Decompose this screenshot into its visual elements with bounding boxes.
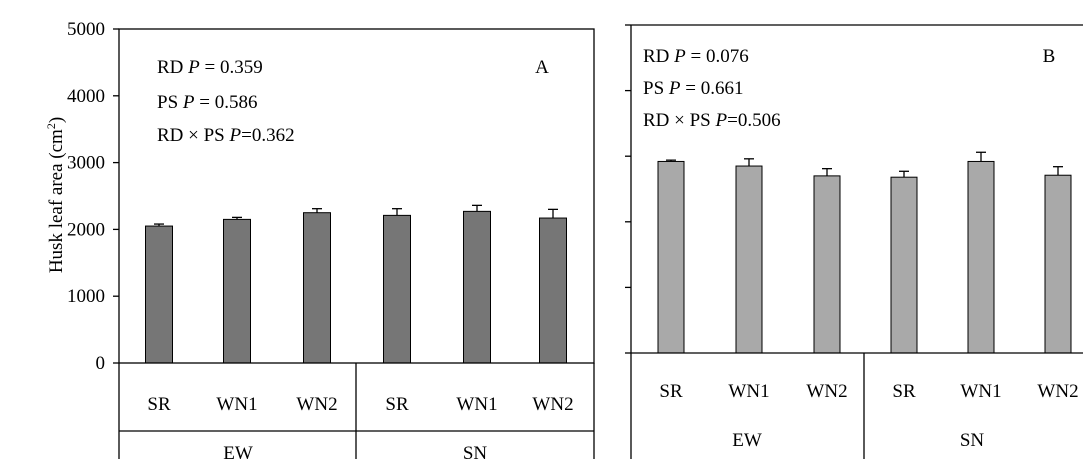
bar: [303, 212, 331, 364]
x-group-label: EW: [732, 430, 762, 451]
x-group-label: SN: [463, 443, 488, 459]
y-tick-label: 2000: [67, 219, 105, 240]
bar: [539, 217, 567, 364]
x-category-labels: SR WN1 WN2 SR WN1 WN2: [659, 381, 1078, 402]
stat-ps: PS P = 0.661: [643, 78, 743, 99]
x-group-labels: EW SN: [732, 430, 984, 451]
y-tick-label: 4000: [67, 86, 105, 107]
chart-panel-a: Husk leaf area (cm2) RD P = 0.359 PS P =…: [44, 19, 595, 459]
y-tick-label: 5000: [67, 19, 105, 40]
error-bars: [154, 204, 558, 227]
bars: [145, 210, 567, 364]
x-category-label: WN2: [532, 394, 573, 415]
x-category-label: WN2: [296, 394, 337, 415]
x-group-label: SN: [960, 430, 985, 451]
error-bars: [666, 151, 1063, 178]
bar: [735, 165, 763, 354]
panel-label-b: B: [1043, 46, 1056, 67]
y-tick-label: 1000: [67, 286, 105, 307]
bars: [657, 160, 1072, 354]
y-axis-label: Husk leaf area (cm2): [44, 117, 67, 273]
panel-label-a: A: [535, 57, 549, 78]
x-category-label: WN1: [216, 394, 257, 415]
bar: [967, 160, 995, 354]
x-category-label: WN1: [728, 381, 769, 402]
x-category-label: SR: [659, 381, 683, 402]
bar: [383, 214, 411, 364]
x-category-label: WN1: [960, 381, 1001, 402]
y-tick-label: 0: [96, 353, 106, 374]
x-category-label: WN1: [456, 394, 497, 415]
plot-frame: [118, 28, 595, 364]
bar: [145, 225, 173, 364]
y-tick-label: 3000: [67, 153, 105, 174]
y-ticks: 0 1000 2000 3000 4000 5000: [67, 19, 119, 374]
stat-rd-x-ps: RD × PS P=0.506: [643, 110, 781, 131]
stat-rd-x-ps: RD × PS P=0.362: [157, 125, 295, 146]
chart-panel-b: RD P = 0.076 PS P = 0.661 RD × PS P=0.50…: [625, 24, 1083, 459]
stat-rd: RD P = 0.076: [643, 46, 749, 67]
bar: [223, 218, 251, 364]
x-category-labels: SR WN1 WN2 SR WN1 WN2: [147, 394, 573, 415]
x-category-label: SR: [147, 394, 171, 415]
x-category-label: SR: [385, 394, 409, 415]
x-group-labels: EW SN: [223, 443, 487, 459]
x-group-label: EW: [223, 443, 253, 459]
x-category-label: SR: [892, 381, 916, 402]
bar: [1044, 174, 1072, 354]
bar: [890, 176, 918, 354]
y-ticks: [625, 24, 631, 354]
x-category-label: WN2: [1037, 381, 1078, 402]
stat-rd: RD P = 0.359: [157, 57, 263, 78]
bar: [463, 210, 491, 364]
bar: [813, 175, 841, 354]
bar: [657, 160, 685, 354]
stat-ps: PS P = 0.586: [157, 92, 257, 113]
x-category-label: WN2: [806, 381, 847, 402]
